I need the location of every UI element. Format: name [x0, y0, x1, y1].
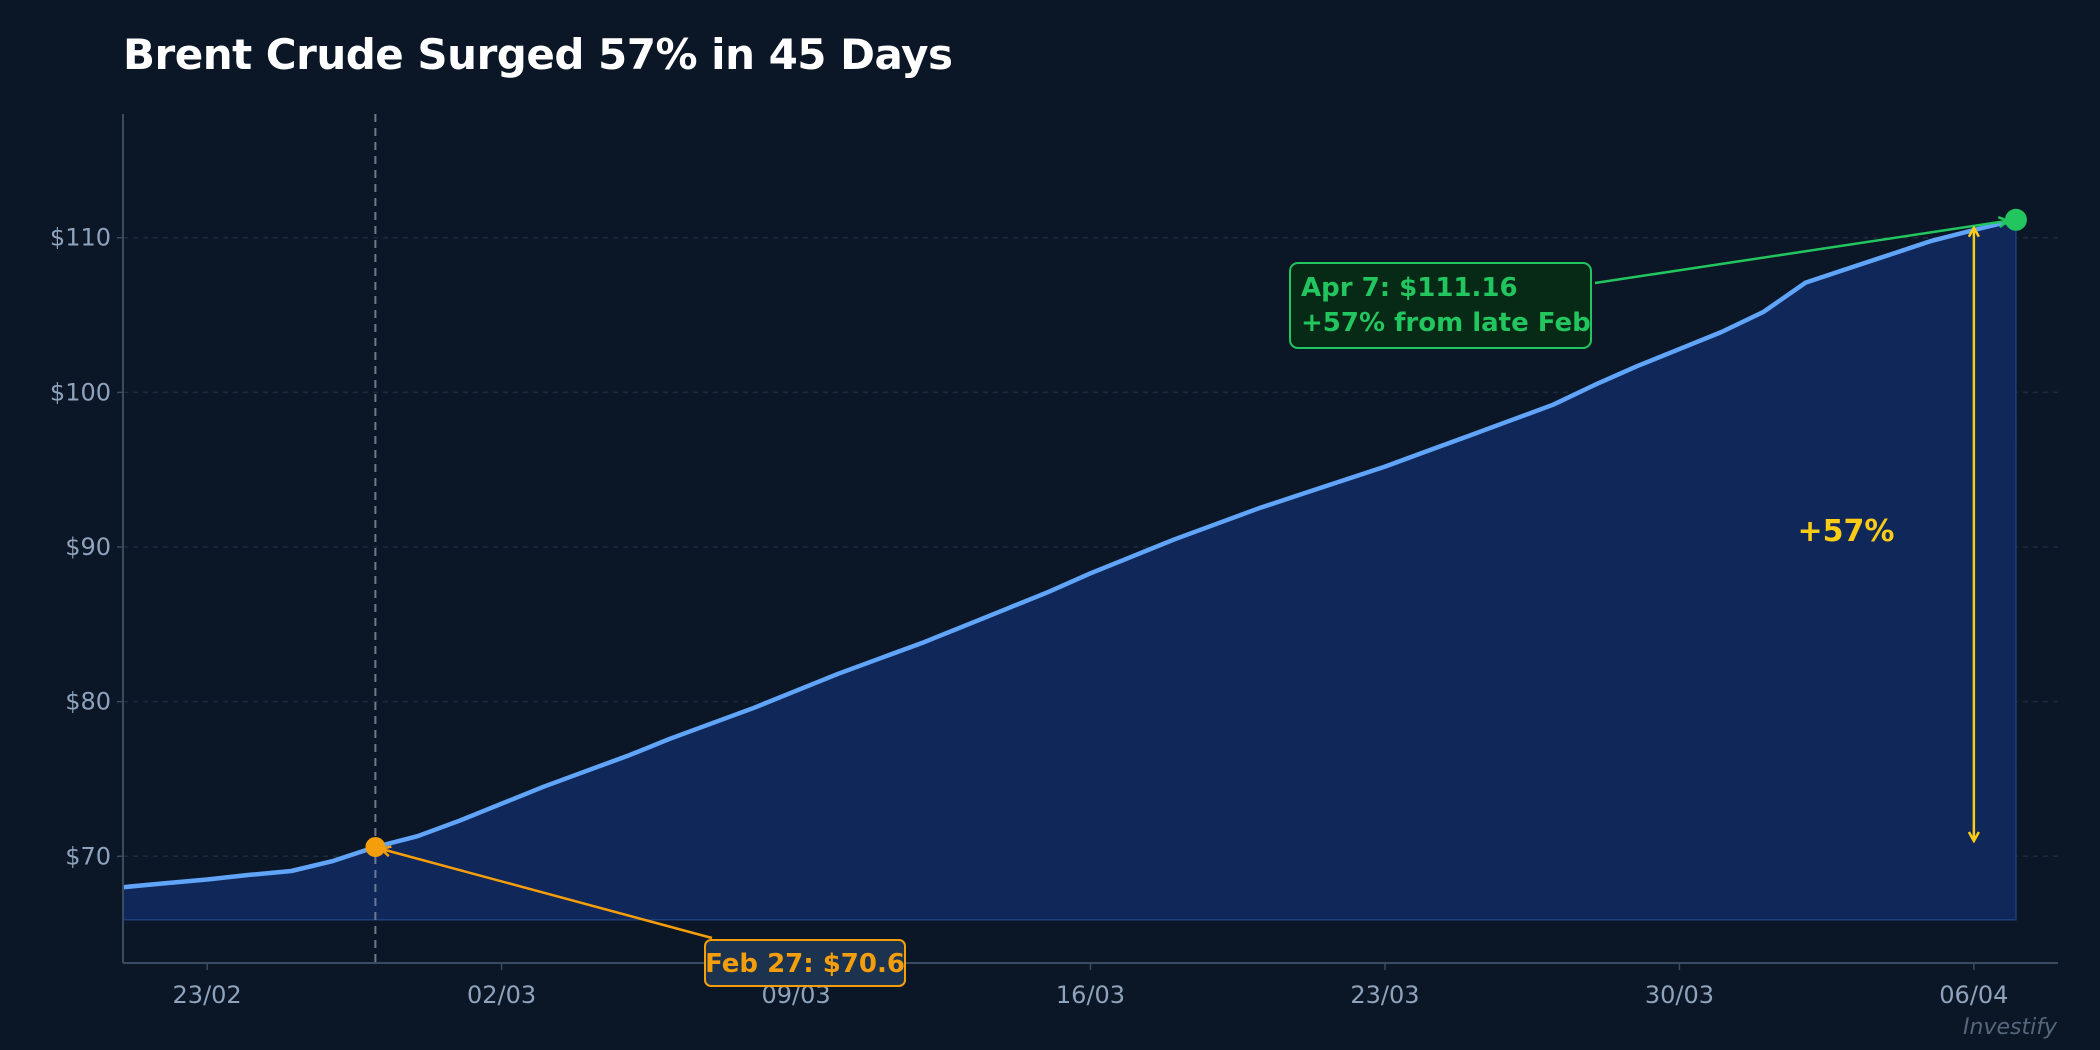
y-tick-label: $70: [65, 842, 111, 870]
x-tick-label: 23/03: [1350, 981, 1419, 1009]
x-tick-label: 16/03: [1056, 981, 1125, 1009]
x-tick-label: 02/03: [467, 981, 536, 1009]
end-annotation-line2: +57% from late Feb: [1301, 308, 1591, 338]
y-tick-label: $90: [65, 533, 111, 561]
start-annotation-arrow: [381, 849, 713, 940]
start-annotation-label: Feb 27: $70.6: [705, 949, 905, 979]
end-annotation-box: [1289, 262, 1592, 349]
end-annotation-line1: Apr 7: $111.16: [1301, 273, 1518, 303]
annotations: Feb 27: $70.6 Apr 7: $111.16 +57% from lat…: [365, 208, 2027, 987]
x-tick-label: 30/03: [1645, 981, 1714, 1009]
x-tick-label: 23/02: [173, 981, 242, 1009]
change-label: +57%: [1798, 514, 1895, 549]
y-tick-label: $80: [65, 688, 111, 716]
x-tick-label: 06/04: [1939, 981, 2008, 1009]
end-point: [2004, 208, 2027, 231]
start-annotation-box: [704, 939, 906, 987]
end-annotation-arrow: [1594, 221, 2008, 285]
price-line: [122, 217, 2017, 890]
y-tick-label: $110: [50, 224, 111, 252]
watermark: Investify: [1963, 1015, 2058, 1040]
start-point: [365, 837, 386, 858]
chart-title: Brent Crude Surged 57% in 45 Days: [123, 30, 953, 79]
y-tick-label: $100: [50, 378, 111, 406]
